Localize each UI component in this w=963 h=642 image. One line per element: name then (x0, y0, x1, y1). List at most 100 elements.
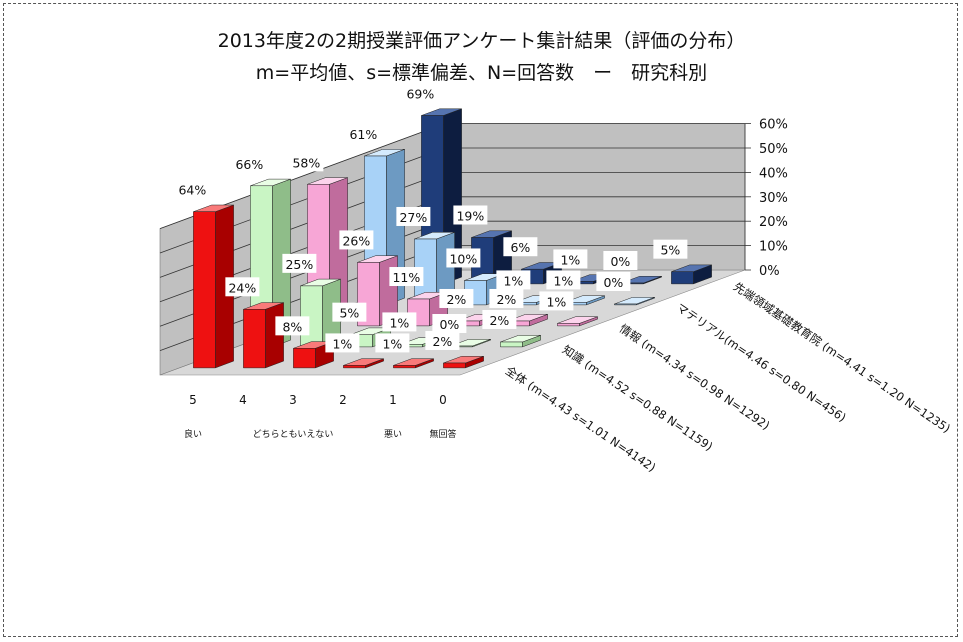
data-label-bg (375, 333, 410, 353)
category-note: どちらともいえない (253, 429, 334, 440)
data-label-bg (282, 253, 317, 273)
data-label-bg (275, 316, 310, 336)
data-label-bg (489, 288, 524, 308)
data-label-bg (596, 272, 631, 292)
bar-front (293, 348, 316, 369)
data-label-bg (382, 312, 417, 332)
category-label: 2 (339, 393, 347, 407)
data-label-bg (446, 248, 481, 268)
data-label-text: 66% (235, 157, 263, 172)
data-label-bg (332, 302, 367, 322)
bar-2-5 (557, 316, 598, 327)
data-label: 1% (553, 249, 588, 269)
data-label-bg (453, 205, 488, 225)
data-label-bg (439, 288, 474, 308)
bar-0-3 (343, 358, 384, 369)
data-label-bg (403, 83, 438, 103)
data-label-text: 61% (349, 127, 377, 142)
bar-4-5 (671, 264, 712, 285)
data-label: 58% (289, 152, 324, 172)
category-label: 4 (239, 393, 247, 407)
data-label-bg (289, 152, 324, 172)
data-label: 69% (403, 83, 438, 103)
data-label: 8% (275, 316, 310, 336)
data-label-text: 26% (342, 233, 370, 248)
data-label: 19% (453, 205, 488, 225)
series-label: 知識 (m=4.52 s=0.88 N=1159) (560, 342, 716, 453)
data-label: 1% (496, 270, 531, 290)
data-label-bg (539, 291, 574, 311)
data-label: 26% (339, 230, 374, 250)
data-label-text: 27% (399, 210, 427, 225)
data-label-text: 25% (285, 257, 313, 272)
data-label-text: 2% (496, 292, 516, 307)
data-label-bg (325, 333, 360, 353)
bar-0-4 (393, 358, 434, 369)
category-note: 無回答 (429, 428, 456, 440)
category-label: 3 (289, 393, 297, 407)
data-label: 24% (225, 277, 260, 297)
data-label: 1% (382, 312, 417, 332)
data-label-bg (603, 251, 638, 271)
bar-front (671, 271, 694, 285)
data-label: 10% (446, 248, 481, 268)
series-label: 情報 (m=4.34 s=0.98 N=1292) (617, 321, 773, 432)
data-label: 6% (503, 237, 538, 257)
category-label: 1 (389, 393, 397, 407)
bar-0-2 (293, 341, 334, 369)
z-axis-tick-label: 60% (759, 118, 788, 133)
data-label-bg (432, 314, 467, 334)
z-axis-tick-label: 0% (759, 264, 780, 279)
data-label: 5% (653, 239, 688, 259)
data-label-bg (225, 277, 260, 297)
data-label: 1% (546, 270, 581, 290)
data-label-text: 0% (439, 317, 459, 332)
bar-front (243, 309, 266, 369)
data-label-bg (175, 179, 210, 199)
chart-subtitle: m=平均値、s=標準偏差、N=回答数 ー 研究科別 (255, 62, 708, 84)
data-label: 11% (389, 267, 424, 287)
bar-1-5 (500, 334, 541, 348)
data-label-text: 1% (560, 252, 580, 267)
data-label: 2% (425, 330, 460, 350)
chart-frame (3, 3, 958, 637)
data-label-text: 58% (292, 155, 320, 170)
z-axis-tick-label: 30% (759, 191, 788, 206)
data-label: 64% (175, 179, 210, 199)
category-label: 0 (439, 393, 447, 407)
data-label-bg (346, 124, 381, 144)
category-label: 5 (189, 393, 197, 407)
data-label: 25% (282, 253, 317, 273)
data-label-text: 5% (660, 243, 680, 258)
bar-front (500, 341, 523, 348)
data-label: 0% (596, 272, 631, 292)
data-label-text: 2% (432, 334, 452, 349)
series-label: マテリアル(m=4.46 s=0.80 N=456) (674, 300, 849, 424)
data-label-text: 2% (446, 292, 466, 307)
bar-4-4 (621, 275, 662, 285)
data-label-text: 0% (603, 275, 623, 290)
data-label: 2% (489, 288, 524, 308)
data-label-text: 1% (389, 315, 409, 330)
data-label-text: 11% (392, 270, 420, 285)
bar-0-5 (443, 355, 484, 369)
bar-front (393, 365, 416, 369)
series-label: 全体 (m=4.43 s=1.01 N=4142) (503, 363, 659, 474)
data-label: 27% (396, 206, 431, 226)
data-label-text: 69% (406, 87, 434, 102)
data-label-text: 24% (228, 280, 256, 295)
data-label-text: 6% (510, 240, 530, 255)
data-label-text: 8% (282, 319, 302, 334)
data-label: 2% (439, 288, 474, 308)
data-label-text: 1% (382, 336, 402, 351)
category-note: 良い (184, 428, 202, 440)
bar-front (614, 303, 637, 306)
data-label-bg (503, 237, 538, 257)
data-label: 0% (432, 314, 467, 334)
data-label: 1% (539, 291, 574, 311)
data-label-text: 2% (489, 313, 509, 328)
data-label: 5% (332, 302, 367, 322)
data-label-text: 1% (546, 294, 566, 309)
data-label-bg (653, 239, 688, 259)
bar-1-1 (300, 278, 341, 348)
